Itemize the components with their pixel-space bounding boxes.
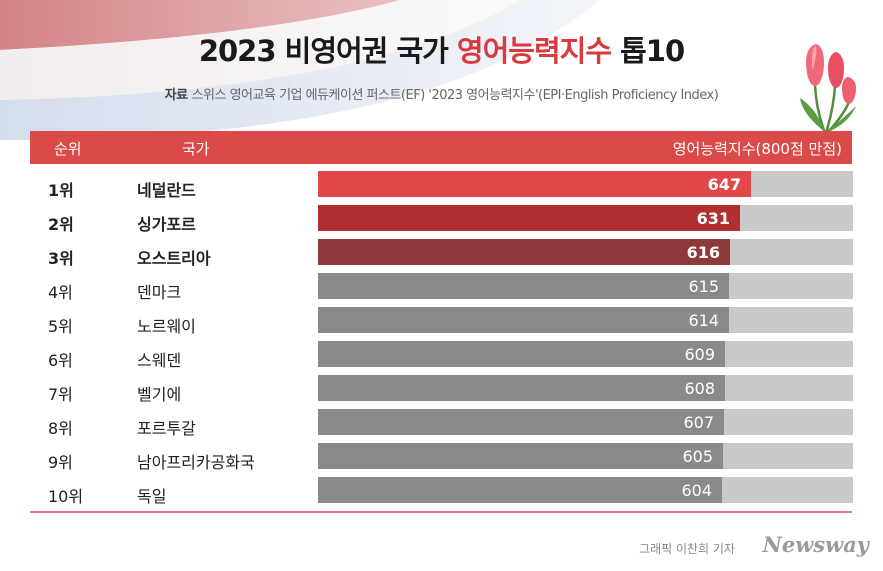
title-highlight: 영어능력지수 [456, 34, 612, 68]
header-value: 영어능력지수(800점 만점) [672, 140, 842, 158]
score-value: 615 [688, 277, 719, 296]
score-value: 608 [684, 379, 715, 398]
rank-label: 7위 [48, 385, 73, 404]
score-value: 604 [681, 481, 712, 500]
ranking-rows: 1위 네덜란드 647 2위 싱가포르 631 3위 오스트리아 616 4위 덴마크 615 5위 노르… [0, 170, 883, 510]
rank-label: 8위 [48, 419, 73, 438]
score-bar [318, 171, 751, 197]
rank-label: 2위 [48, 215, 74, 234]
rank-label: 9위 [48, 453, 73, 472]
source-text: 스위스 영어교육 기업 에듀케이션 퍼스트(EF) '2023 영어능력지수'(… [191, 88, 719, 103]
country-label: 포르투갈 [137, 419, 196, 438]
country-label: 벨기에 [137, 385, 182, 404]
table-row: 8위 포르투갈 607 [0, 408, 883, 442]
score-bar [318, 205, 740, 231]
country-label: 남아프리카공화국 [137, 453, 255, 472]
source-note: 자료 스위스 영어교육 기업 에듀케이션 퍼스트(EF) '2023 영어능력지수… [0, 84, 883, 103]
score-value: 605 [682, 447, 713, 466]
title-prefix: 2023 비영어권 국가 [198, 34, 457, 68]
header-country: 국가 [182, 140, 210, 158]
score-value: 614 [688, 311, 719, 330]
table-row: 9위 남아프리카공화국 605 [0, 442, 883, 476]
table-row: 4위 덴마크 615 [0, 272, 883, 306]
score-value: 647 [707, 175, 741, 194]
country-label: 스웨덴 [137, 351, 182, 370]
table-row: 5위 노르웨이 614 [0, 306, 883, 340]
country-label: 덴마크 [137, 283, 182, 302]
rank-label: 6위 [48, 351, 73, 370]
score-bar [318, 239, 730, 265]
score-bar [318, 273, 729, 299]
table-row: 1위 네덜란드 647 [0, 170, 883, 204]
rank-label: 10위 [48, 487, 84, 506]
score-bar [318, 477, 722, 503]
score-bar [318, 341, 725, 367]
country-label: 네덜란드 [137, 181, 196, 200]
score-value: 607 [683, 413, 714, 432]
chart-title: 2023 비영어권 국가 영어능력지수 톱10 [0, 28, 883, 70]
country-label: 오스트리아 [137, 249, 211, 268]
bottom-divider [30, 511, 852, 513]
score-bar [318, 409, 724, 435]
brand-logo: Newsway [762, 532, 869, 557]
rank-label: 3위 [48, 249, 74, 268]
table-row: 2위 싱가포르 631 [0, 204, 883, 238]
score-value: 616 [686, 243, 720, 262]
score-value: 609 [684, 345, 715, 364]
rank-label: 1위 [48, 181, 74, 200]
score-bar [318, 307, 729, 333]
country-label: 싱가포르 [137, 215, 196, 234]
tulip-icon [800, 44, 856, 134]
rank-label: 5위 [48, 317, 73, 336]
score-value: 631 [696, 209, 730, 228]
rank-label: 4위 [48, 283, 73, 302]
table-row: 6위 스웨덴 609 [0, 340, 883, 374]
score-bar [318, 375, 725, 401]
table-header: 순위 국가 영어능력지수(800점 만점) [30, 131, 852, 164]
score-bar [318, 443, 723, 469]
table-row: 3위 오스트리아 616 [0, 238, 883, 272]
country-label: 독일 [137, 487, 167, 506]
header-rank: 순위 [54, 140, 82, 158]
table-row: 7위 벨기에 608 [0, 374, 883, 408]
table-row: 10위 독일 604 [0, 476, 883, 510]
source-label: 자료 [164, 88, 188, 103]
title-suffix: 톱10 [611, 34, 685, 68]
graphic-credit: 그래픽 이찬희 기자 [639, 542, 735, 556]
country-label: 노르웨이 [137, 317, 196, 336]
